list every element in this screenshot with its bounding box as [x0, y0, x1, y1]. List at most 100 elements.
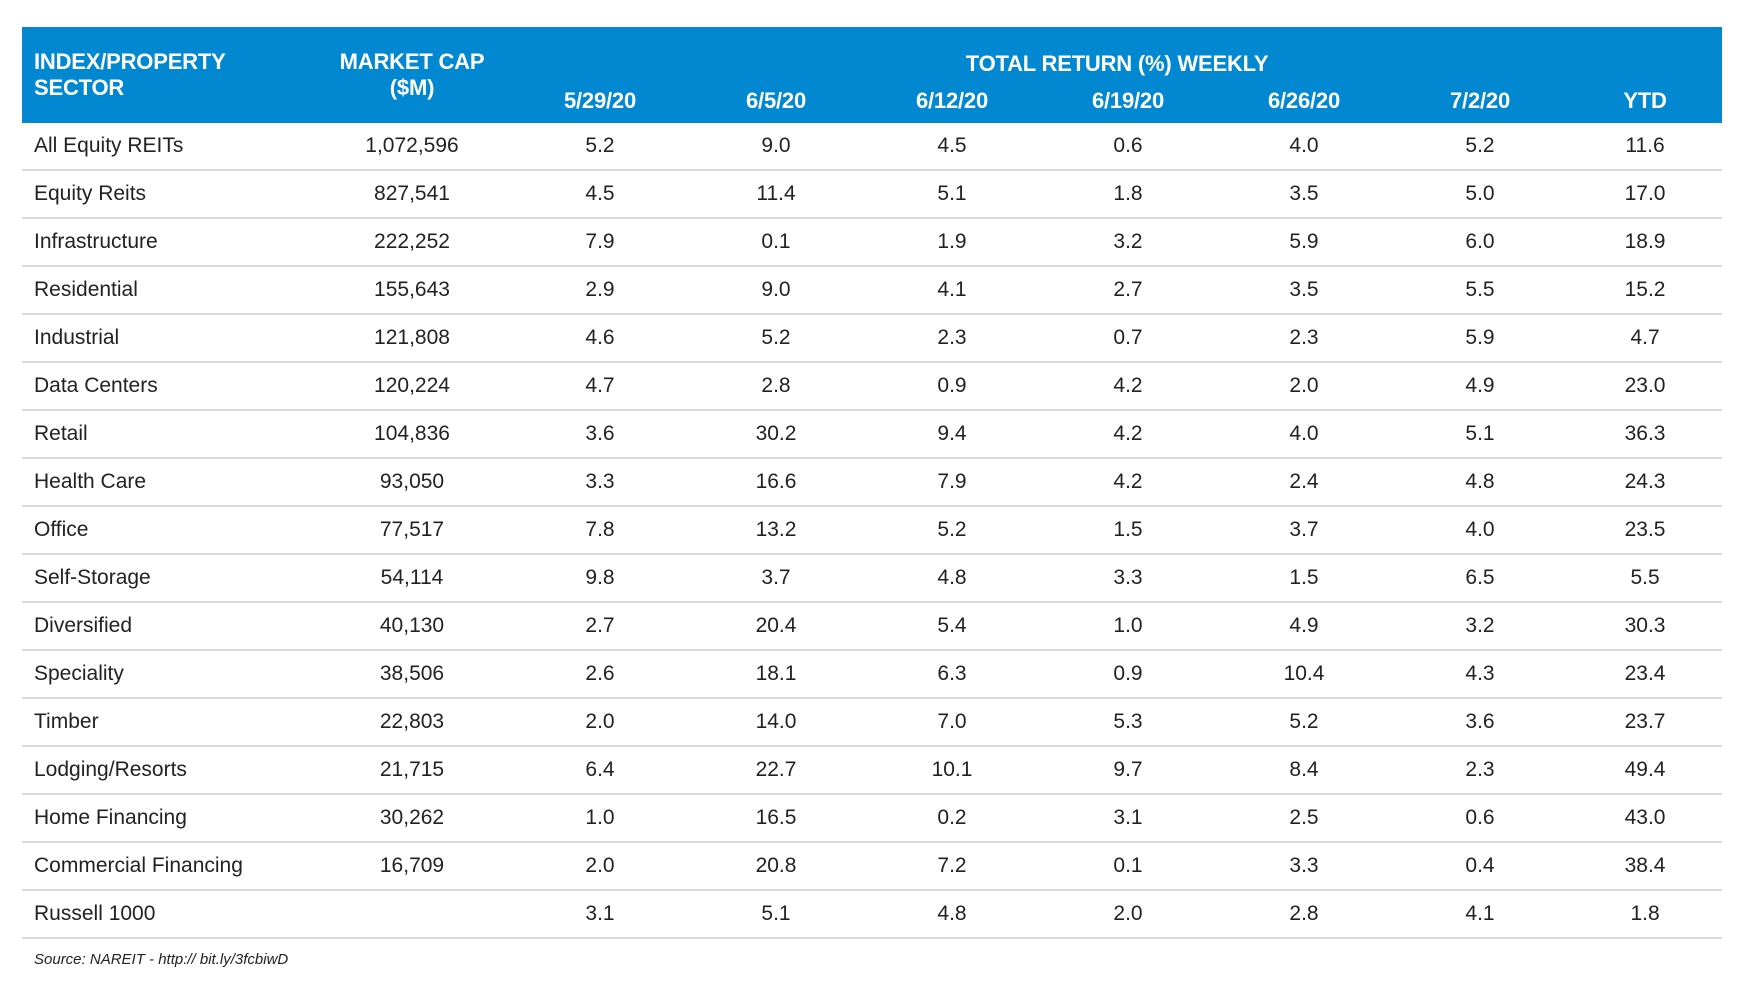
weekly-return-cell: 3.7	[1216, 506, 1392, 555]
weekly-return-cell: 0.9	[864, 362, 1040, 411]
ytd-return-cell: 11.6	[1568, 123, 1723, 171]
weekly-return-cell: 5.3	[1040, 698, 1216, 747]
market-cap-cell: 40,130	[312, 602, 512, 651]
sector-cell: All Equity REITs	[22, 123, 312, 171]
weekly-return-cell: 0.2	[864, 794, 1040, 843]
market-cap-cell: 121,808	[312, 314, 512, 363]
weekly-return-cell: 0.4	[1392, 842, 1568, 891]
weekly-return-cell: 1.5	[1216, 554, 1392, 603]
ytd-return-cell: 4.7	[1568, 314, 1723, 363]
sector-cell: Health Care	[22, 458, 312, 507]
weekly-return-cell: 0.1	[688, 218, 864, 267]
ytd-return-cell: 24.3	[1568, 458, 1723, 507]
market-cap-cell	[312, 890, 512, 939]
weekly-return-cell: 2.8	[688, 362, 864, 411]
weekly-return-cell: 2.7	[512, 602, 688, 651]
weekly-return-cell: 5.9	[1216, 218, 1392, 267]
sector-cell: Lodging/Resorts	[22, 746, 312, 795]
weekly-return-cell: 16.5	[688, 794, 864, 843]
week-column-header: 6/12/20	[864, 79, 1040, 123]
weekly-return-cell: 2.4	[1216, 458, 1392, 507]
market-cap-cell: 21,715	[312, 746, 512, 795]
weekly-return-cell: 5.5	[1392, 266, 1568, 315]
weekly-return-cell: 2.7	[1040, 266, 1216, 315]
weekly-return-cell: 3.2	[1392, 602, 1568, 651]
market-cap-cell: 1,072,596	[312, 123, 512, 171]
weekly-return-cell: 6.3	[864, 650, 1040, 699]
weekly-return-cell: 9.0	[688, 123, 864, 171]
table-header: INDEX/PROPERTY SECTOR MARKET CAP ($M) TOTA…	[22, 27, 1723, 123]
sector-cell: Speciality	[22, 650, 312, 699]
table-row: Infrastructure 222,252 7.9 0.1 1.9 3.2 5.9 6.0 1…	[22, 218, 1723, 267]
weekly-return-cell: 4.5	[512, 170, 688, 219]
ytd-return-cell: 38.4	[1568, 842, 1723, 891]
weekly-return-cell: 1.0	[1040, 602, 1216, 651]
weekly-return-cell: 4.7	[512, 362, 688, 411]
weekly-return-cell: 30.2	[688, 410, 864, 459]
weekly-return-cell: 22.7	[688, 746, 864, 795]
market-cap-cell: 38,506	[312, 650, 512, 699]
market-cap-cell: 222,252	[312, 218, 512, 267]
weekly-return-cell: 4.0	[1392, 506, 1568, 555]
sector-column-header: INDEX/PROPERTY SECTOR	[22, 27, 312, 123]
ytd-return-cell: 23.5	[1568, 506, 1723, 555]
weekly-return-cell: 2.3	[864, 314, 1040, 363]
total-return-group-header: TOTAL RETURN (%) WEEKLY	[512, 27, 1723, 79]
weekly-return-cell: 16.6	[688, 458, 864, 507]
weekly-return-cell: 0.6	[1392, 794, 1568, 843]
weekly-return-cell: 6.5	[1392, 554, 1568, 603]
week-column-header: 6/5/20	[688, 79, 864, 123]
week-column-header: 6/26/20	[1216, 79, 1392, 123]
market-cap-cell: 827,541	[312, 170, 512, 219]
weekly-return-cell: 4.2	[1040, 458, 1216, 507]
weekly-return-cell: 2.9	[512, 266, 688, 315]
table-body: All Equity REITs 1,072,596 5.2 9.0 4.5 0.6 4.0…	[22, 123, 1723, 939]
weekly-return-cell: 20.4	[688, 602, 864, 651]
weekly-return-cell: 5.2	[688, 314, 864, 363]
ytd-return-cell: 23.4	[1568, 650, 1723, 699]
weekly-return-cell: 4.9	[1392, 362, 1568, 411]
weekly-return-cell: 5.4	[864, 602, 1040, 651]
ytd-return-cell: 36.3	[1568, 410, 1723, 459]
market-cap-cell: 155,643	[312, 266, 512, 315]
weekly-return-cell: 3.2	[1040, 218, 1216, 267]
weekly-return-cell: 2.0	[512, 842, 688, 891]
table-row: Residential 155,643 2.9 9.0 4.1 2.7 3.5 5.5 15.2	[22, 266, 1723, 315]
sector-cell: Diversified	[22, 602, 312, 651]
reit-returns-table: INDEX/PROPERTY SECTOR MARKET CAP ($M) TOTA…	[22, 27, 1723, 939]
market-cap-cell: 77,517	[312, 506, 512, 555]
weekly-return-cell: 5.0	[1392, 170, 1568, 219]
table-row: Data Centers 120,224 4.7 2.8 0.9 4.2 2.0 4.9 23.…	[22, 362, 1723, 411]
ytd-return-cell: 43.0	[1568, 794, 1723, 843]
table-row: Lodging/Resorts 21,715 6.4 22.7 10.1 9.7 8.4 2.…	[22, 746, 1723, 795]
sector-cell: Commercial Financing	[22, 842, 312, 891]
ytd-return-cell: 49.4	[1568, 746, 1723, 795]
sector-cell: Retail	[22, 410, 312, 459]
table-row: Office 77,517 7.8 13.2 5.2 1.5 3.7 4.0 23.5	[22, 506, 1723, 555]
weekly-return-cell: 2.3	[1392, 746, 1568, 795]
weekly-return-cell: 2.6	[512, 650, 688, 699]
market-cap-cell: 22,803	[312, 698, 512, 747]
market-cap-cell: 30,262	[312, 794, 512, 843]
weekly-return-cell: 4.2	[1040, 410, 1216, 459]
sector-cell: Equity Reits	[22, 170, 312, 219]
ytd-return-cell: 17.0	[1568, 170, 1723, 219]
weekly-return-cell: 4.0	[1216, 410, 1392, 459]
weekly-return-cell: 0.9	[1040, 650, 1216, 699]
weekly-return-cell: 2.0	[1040, 890, 1216, 939]
sector-cell: Infrastructure	[22, 218, 312, 267]
table-row: Retail 104,836 3.6 30.2 9.4 4.2 4.0 5.1 36.3	[22, 410, 1723, 459]
weekly-return-cell: 5.2	[512, 123, 688, 171]
table-row: Timber 22,803 2.0 14.0 7.0 5.3 5.2 3.6 23.7	[22, 698, 1723, 747]
weekly-return-cell: 2.8	[1216, 890, 1392, 939]
table-row: Home Financing 30,262 1.0 16.5 0.2 3.1 2.5 0.6 4…	[22, 794, 1723, 843]
weekly-return-cell: 3.5	[1216, 266, 1392, 315]
weekly-return-cell: 8.4	[1216, 746, 1392, 795]
sector-cell: Residential	[22, 266, 312, 315]
ytd-return-cell: 18.9	[1568, 218, 1723, 267]
weekly-return-cell: 10.4	[1216, 650, 1392, 699]
weekly-return-cell: 9.8	[512, 554, 688, 603]
market-cap-cell: 93,050	[312, 458, 512, 507]
weekly-return-cell: 9.4	[864, 410, 1040, 459]
weekly-return-cell: 3.6	[512, 410, 688, 459]
